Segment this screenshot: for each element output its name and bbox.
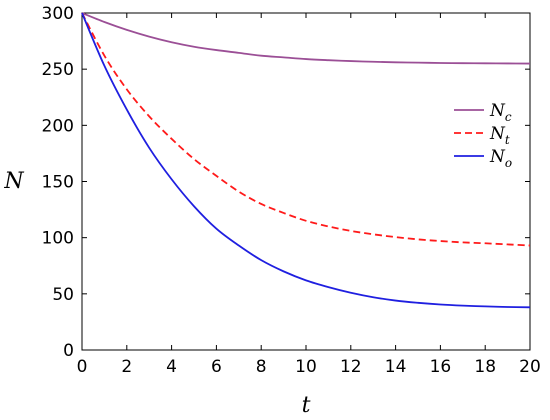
y-tick-label: 100	[42, 229, 74, 249]
x-tick-label: 6	[211, 357, 222, 377]
x-tick-label: 14	[385, 357, 407, 377]
x-tick-label: 10	[295, 357, 317, 377]
x-tick-label: 16	[430, 357, 452, 377]
y-tick-label: 0	[63, 341, 74, 361]
legend-label-o: No	[489, 147, 512, 170]
x-tick-label: 2	[121, 357, 132, 377]
series-line-c	[81, 12, 531, 65]
y-tick-label: 150	[42, 173, 74, 193]
y-axis-label: N	[3, 169, 24, 194]
x-axis-label: t	[302, 393, 311, 418]
legend-label-c: Nc	[489, 101, 512, 124]
x-tick-label: 0	[77, 357, 88, 377]
x-tick-label: 4	[166, 357, 177, 377]
x-tick-label: 12	[340, 357, 362, 377]
series-line-t	[81, 12, 531, 247]
y-axis-ticks: 0 50 100 150 200 250 300	[42, 4, 530, 361]
y-tick-label: 250	[42, 60, 74, 80]
y-tick-label: 200	[42, 116, 74, 136]
x-tick-label: 18	[474, 357, 496, 377]
legend-label-t: Nt	[489, 124, 510, 147]
y-tick-label: 50	[52, 285, 74, 305]
y-tick-label: 300	[42, 4, 74, 24]
series-lines	[81, 12, 531, 309]
x-tick-label: 20	[519, 357, 541, 377]
series-line-o	[81, 12, 531, 309]
x-tick-label: 8	[256, 357, 267, 377]
plot-area	[81, 12, 531, 351]
x-axis-ticks: 0 2 4 6 8 10 12 14 16 18 20	[77, 13, 541, 377]
